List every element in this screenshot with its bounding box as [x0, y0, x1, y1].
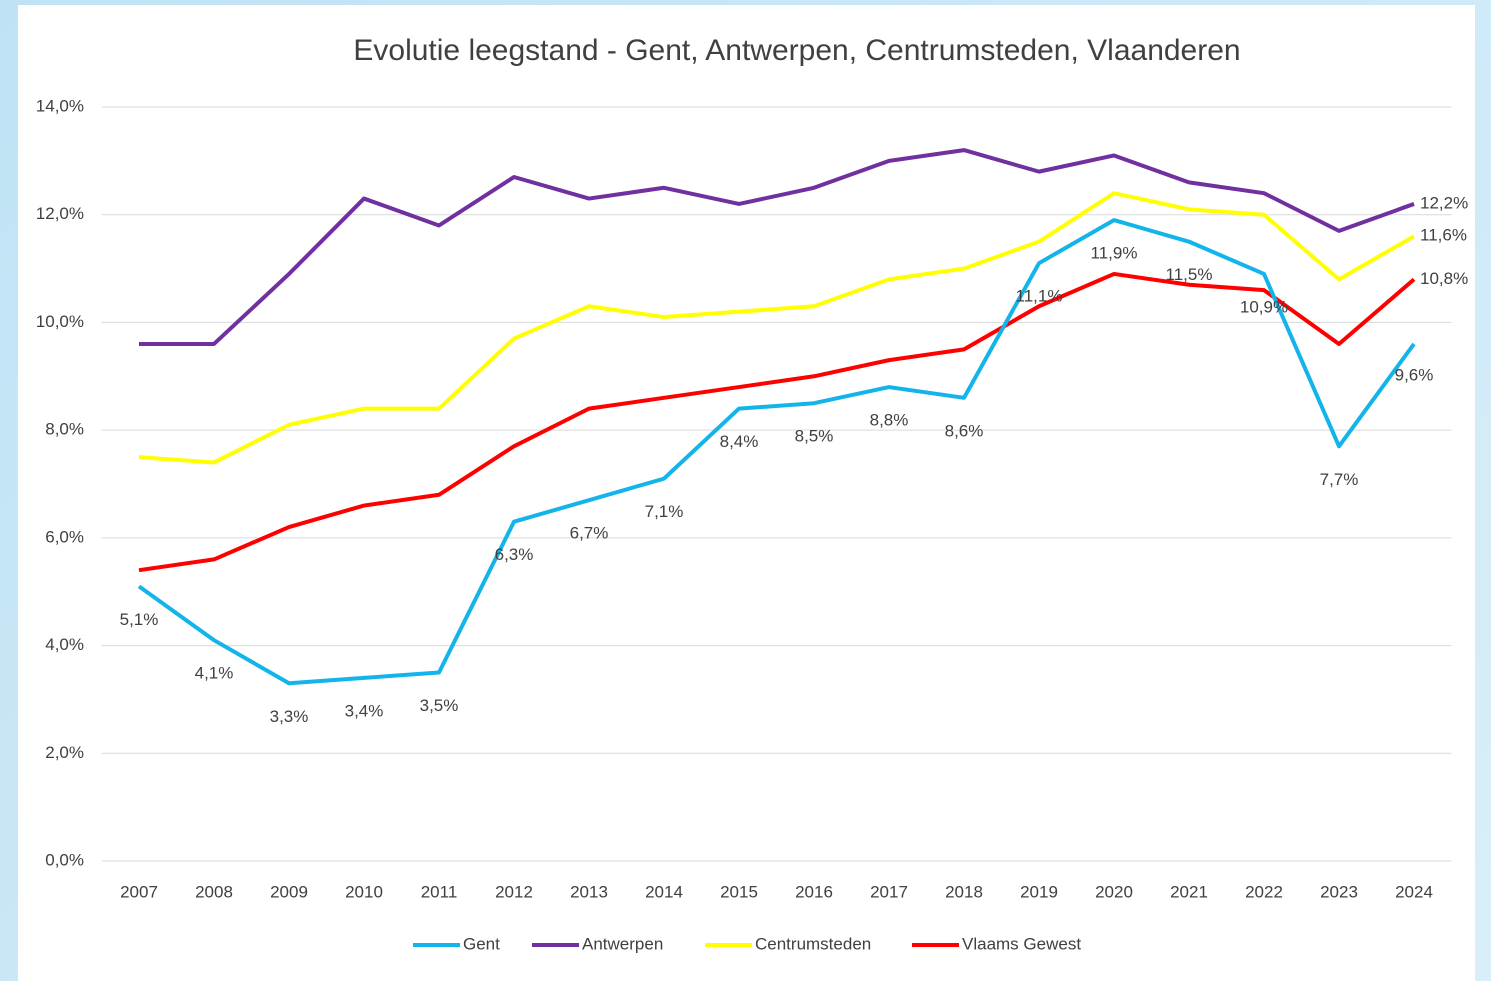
- x-tick-label: 2024: [1395, 882, 1433, 901]
- data-label: 4,1%: [195, 664, 234, 683]
- x-tick-label: 2021: [1170, 882, 1208, 901]
- x-tick-label: 2023: [1320, 882, 1358, 901]
- series-line: [138, 271, 1416, 573]
- y-tick-label: 2,0%: [45, 743, 84, 762]
- data-label: 6,7%: [570, 524, 609, 543]
- y-tick-label: 10,0%: [36, 312, 84, 331]
- chart-title: Evolutie leegstand - Gent, Antwerpen, Ce…: [353, 34, 1240, 67]
- legend-label: Centrumsteden: [755, 934, 871, 953]
- data-label: 11,6%: [1420, 226, 1467, 245]
- x-tick-label: 2020: [1095, 882, 1133, 901]
- data-label: 9,6%: [1395, 365, 1434, 384]
- y-tick-label: 6,0%: [45, 527, 84, 546]
- data-label: 8,4%: [720, 432, 759, 451]
- data-label: 8,6%: [945, 421, 984, 440]
- data-label: 11,5%: [1166, 265, 1213, 284]
- data-label: 5,1%: [120, 610, 159, 629]
- data-label: 10,9%: [1240, 297, 1288, 316]
- x-tick-label: 2012: [495, 882, 533, 901]
- x-tick-label: 2008: [195, 882, 233, 901]
- data-label: 11,9%: [1091, 244, 1138, 263]
- data-label: 3,5%: [420, 696, 459, 715]
- data-label: 12,2%: [1420, 193, 1468, 212]
- legend-label: Gent: [463, 934, 500, 953]
- x-tick-label: 2010: [345, 882, 383, 901]
- data-label: 6,3%: [495, 545, 534, 564]
- data-label: 11,1%: [1016, 287, 1063, 306]
- y-tick-label: 14,0%: [36, 96, 84, 115]
- data-label: 10,8%: [1420, 269, 1468, 288]
- x-tick-label: 2011: [421, 882, 458, 901]
- x-tick-label: 2019: [1020, 882, 1058, 901]
- data-label: 8,5%: [795, 427, 834, 446]
- data-label: 3,4%: [345, 701, 384, 720]
- x-tick-label: 2014: [645, 882, 683, 901]
- x-tick-label: 2007: [120, 882, 158, 901]
- y-tick-label: 8,0%: [45, 420, 84, 439]
- x-tick-label: 2018: [945, 882, 983, 901]
- data-label: 8,8%: [870, 411, 909, 430]
- data-label: 3,3%: [270, 707, 309, 726]
- series-line: [138, 191, 1415, 465]
- x-tick-label: 2016: [795, 882, 833, 901]
- legend-label: Vlaams Gewest: [962, 934, 1081, 953]
- series-line: [139, 148, 1415, 346]
- y-tick-label: 12,0%: [36, 204, 84, 223]
- x-tick-label: 2013: [570, 882, 608, 901]
- legend-label: Antwerpen: [582, 934, 663, 953]
- x-tick-label: 2015: [720, 882, 758, 901]
- series-line: [137, 218, 1416, 686]
- data-label: 7,7%: [1320, 470, 1359, 489]
- x-tick-label: 2022: [1245, 882, 1283, 901]
- x-tick-label: 2009: [270, 882, 308, 901]
- y-tick-label: 0,0%: [45, 850, 84, 869]
- y-tick-label: 4,0%: [45, 635, 84, 654]
- chart-panel: [18, 5, 1475, 981]
- data-label: 7,1%: [645, 502, 684, 521]
- x-tick-label: 2017: [870, 882, 908, 901]
